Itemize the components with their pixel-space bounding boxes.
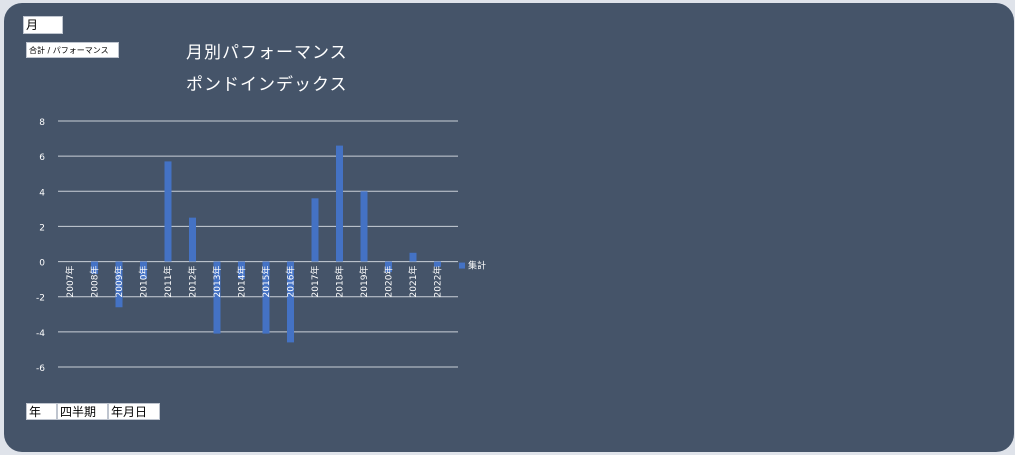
x-tick-label: 2022年 (432, 266, 444, 298)
x-tick-label: 2018年 (334, 266, 346, 298)
chart-title: 月別パフォーマンス (186, 43, 348, 63)
x-tick-label: 2008年 (89, 266, 101, 298)
bar[interactable] (287, 261, 294, 343)
bar[interactable] (336, 145, 343, 262)
x-tick-label: 2015年 (260, 266, 272, 298)
x-tick-label: 2010年 (138, 266, 150, 298)
x-tick-label: 2012年 (187, 266, 199, 298)
x-tick-label: 2007年 (64, 266, 76, 298)
quarter-axis-button[interactable]: 四半期 (57, 403, 108, 420)
y-tick-label: 0 (39, 259, 45, 269)
x-tick-label: 2009年 (113, 266, 125, 298)
bar[interactable] (238, 261, 245, 280)
year-axis-button[interactable]: 年 (26, 403, 57, 420)
bar[interactable] (213, 261, 221, 334)
x-tick-label: 2017年 (309, 266, 321, 298)
legend-swatch (459, 262, 465, 269)
x-tick-label: 2011年 (162, 266, 174, 298)
bar[interactable] (164, 161, 172, 262)
y-tick-label: -4 (36, 329, 45, 339)
bar[interactable] (115, 261, 123, 308)
bar[interactable] (434, 261, 441, 267)
y-tick-label: -2 (36, 294, 45, 304)
bar[interactable] (140, 261, 147, 280)
y-tick-label: 4 (39, 188, 45, 198)
month-filter-button[interactable]: 月 (23, 16, 63, 34)
x-tick-label: 2013年 (211, 266, 223, 298)
x-tick-label: 2016年 (285, 266, 297, 298)
x-tick-label: 2014年 (236, 266, 248, 298)
x-tick-label: 2021年 (407, 266, 419, 298)
chart-subtitle: ポンドインデックス (186, 75, 348, 95)
y-tick-label: 2 (39, 223, 45, 233)
x-tick-label: 2019年 (358, 266, 370, 298)
legend-label: 集計 (468, 260, 486, 272)
y-tick-label: 8 (39, 118, 45, 128)
date-axis-button[interactable]: 年月日 (108, 403, 160, 420)
bar[interactable] (360, 191, 368, 262)
y-tick-label: -6 (36, 364, 45, 374)
bar[interactable] (409, 252, 417, 262)
bar[interactable] (262, 261, 270, 334)
value-field-button[interactable]: 合計 / パフォーマンス (26, 42, 119, 58)
bar[interactable] (189, 217, 196, 262)
chart-panel (4, 3, 1014, 452)
y-tick-label: 6 (39, 153, 45, 163)
x-tick-label: 2020年 (383, 266, 395, 298)
bar[interactable] (91, 261, 98, 274)
bar[interactable] (385, 261, 392, 273)
bar[interactable] (311, 198, 319, 262)
